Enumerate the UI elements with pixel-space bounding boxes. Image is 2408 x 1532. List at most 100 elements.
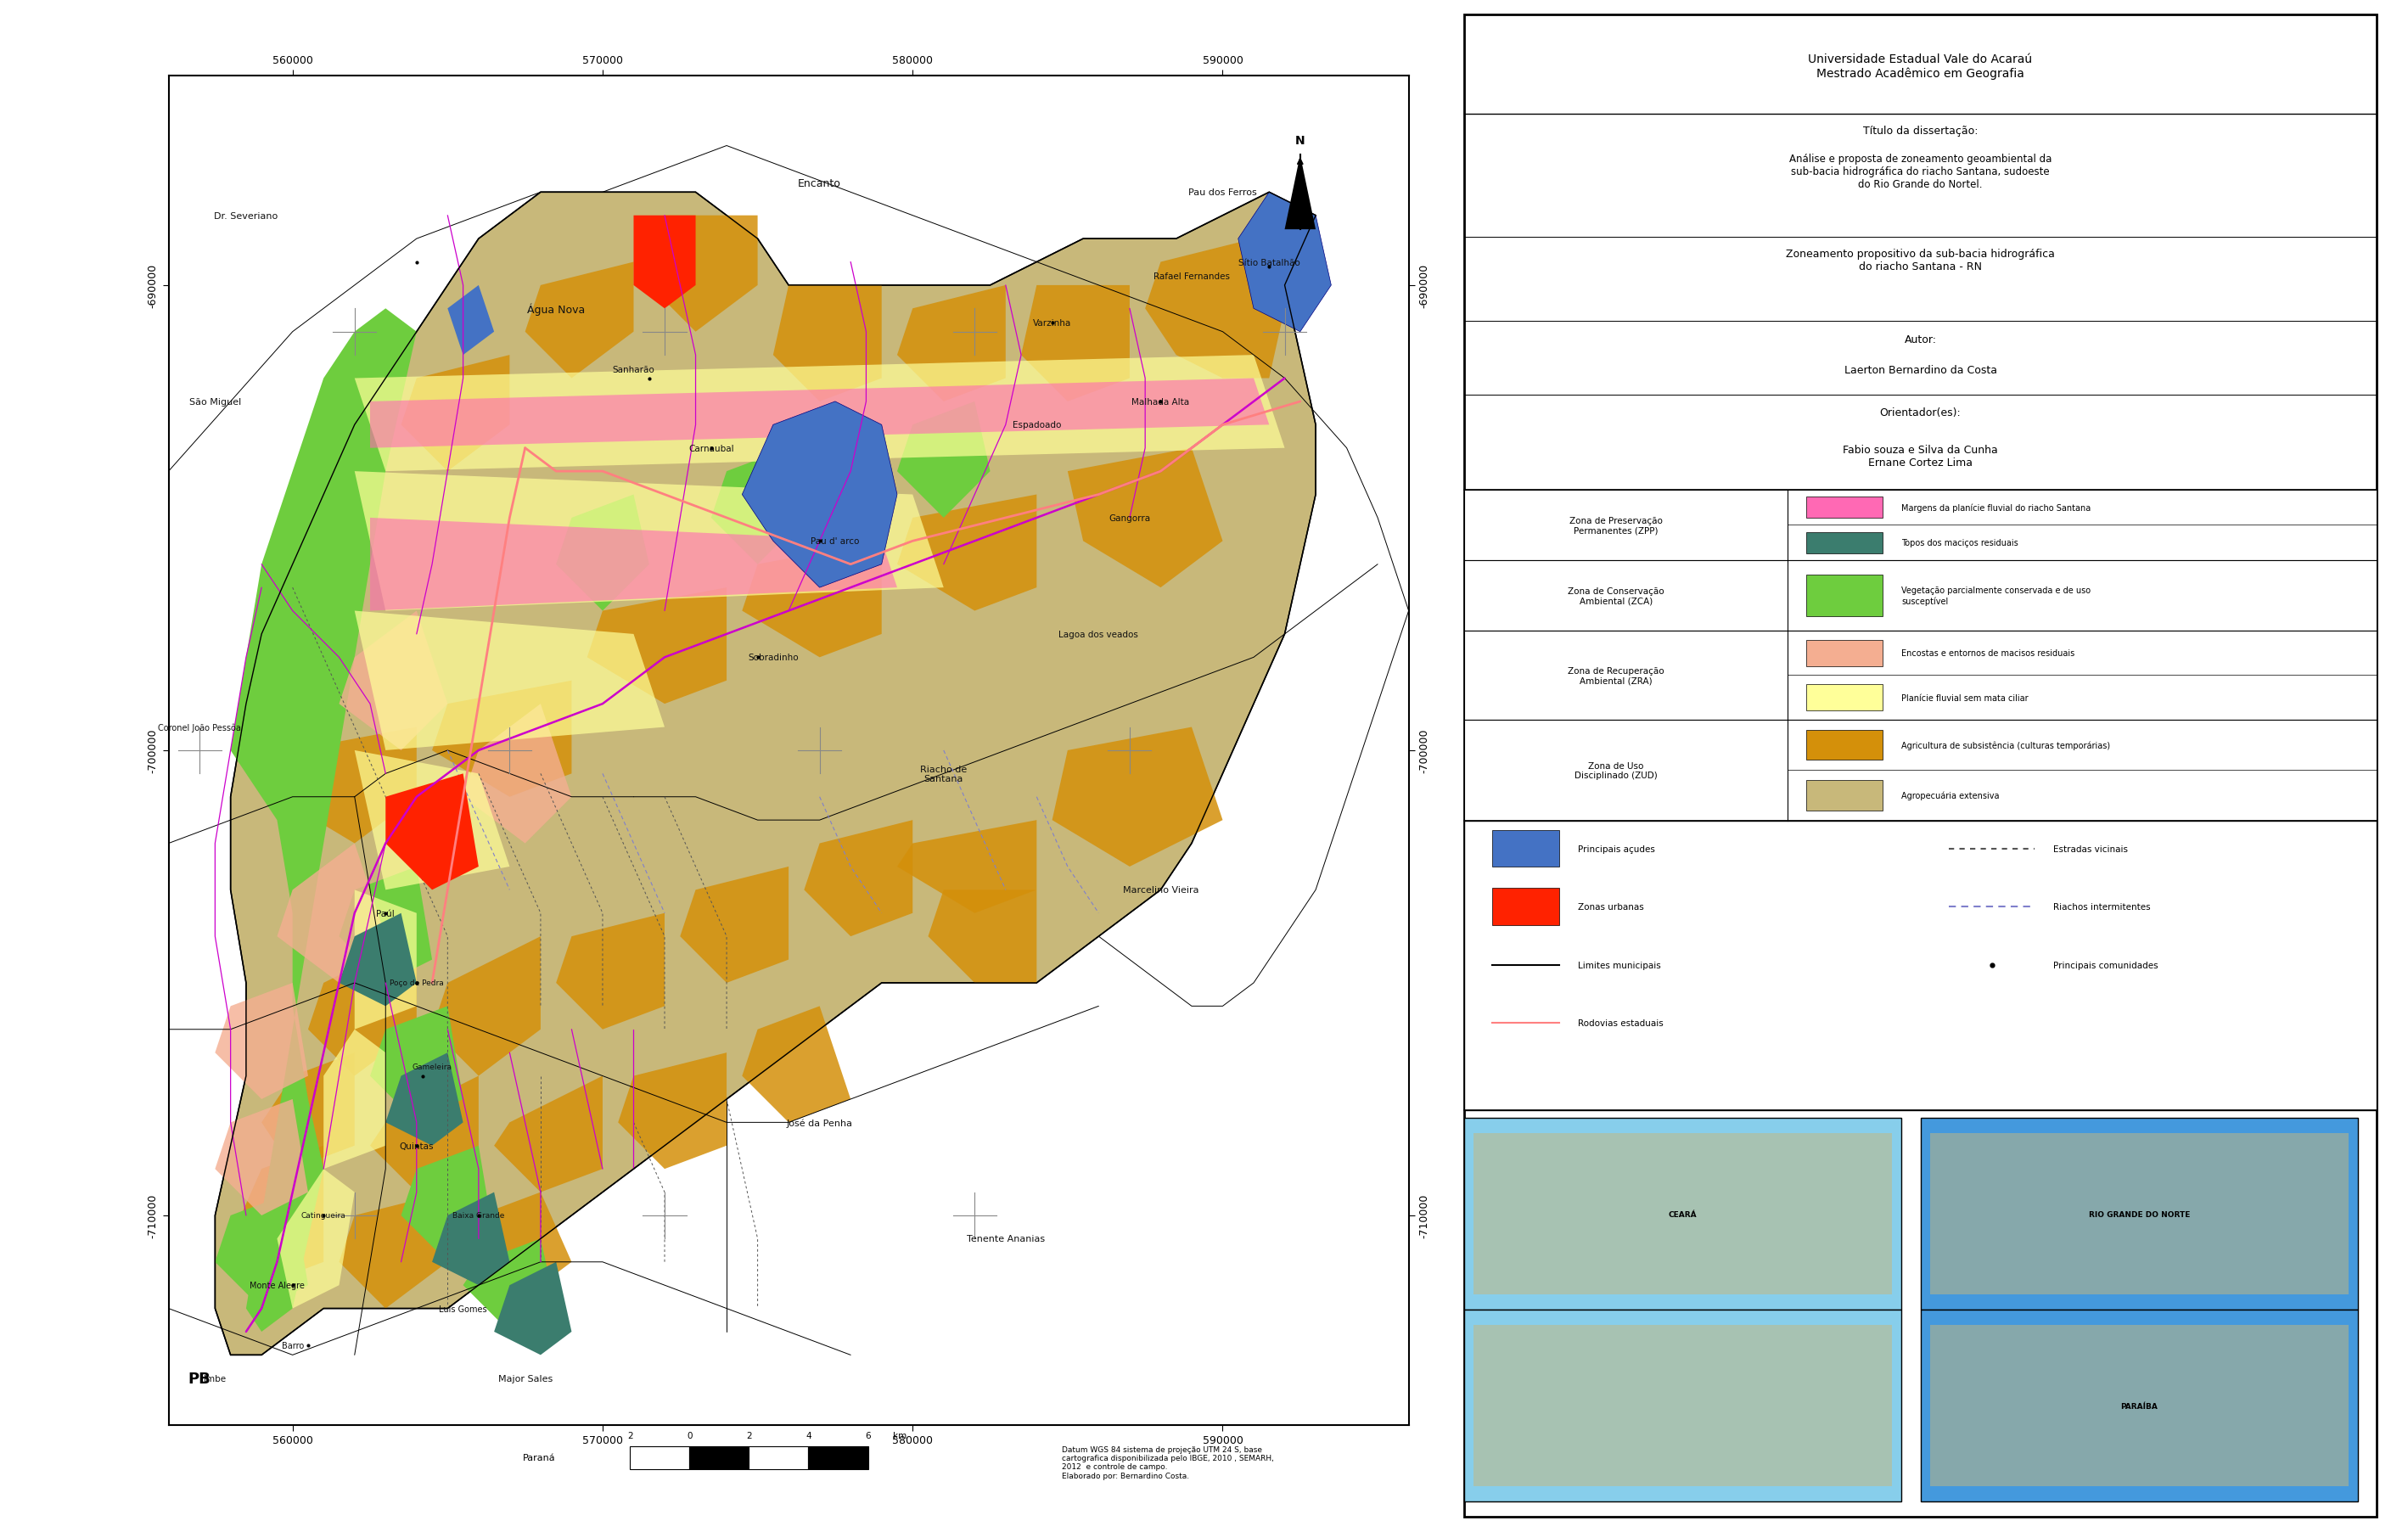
Text: Tenente Ananias: Tenente Ananias: [966, 1235, 1045, 1242]
Text: 2: 2: [626, 1431, 633, 1439]
Text: 6: 6: [864, 1431, 872, 1439]
Polygon shape: [231, 1146, 323, 1285]
Text: Autor:: Autor:: [1905, 334, 1936, 345]
Bar: [1464, 1310, 1902, 1501]
Polygon shape: [277, 1169, 354, 1308]
Polygon shape: [354, 890, 417, 1030]
Polygon shape: [371, 1007, 462, 1123]
Text: Laerton Bernardino da Costa: Laerton Bernardino da Costa: [1845, 365, 1996, 375]
Text: N: N: [1296, 135, 1305, 147]
Polygon shape: [462, 705, 571, 844]
Bar: [1806, 781, 1883, 810]
Text: Principais açudes: Principais açudes: [1577, 844, 1654, 853]
Text: Zona de Recuperação
Ambiental (ZRA): Zona de Recuperação Ambiental (ZRA): [1568, 666, 1664, 685]
Text: Vegetação parcialmente conservada e de uso
susceptível: Vegetação parcialmente conservada e de u…: [1902, 587, 2090, 605]
Text: Título da dissertação:: Título da dissertação:: [1864, 126, 1977, 136]
Polygon shape: [1286, 156, 1315, 230]
Bar: [1464, 720, 2377, 821]
Text: Estradas vicinais: Estradas vicinais: [2054, 844, 2129, 853]
Text: Luis Gomes: Luis Gomes: [438, 1304, 486, 1313]
Polygon shape: [385, 1052, 462, 1146]
Text: Espadoado: Espadoado: [1011, 421, 1062, 429]
Text: Sobradinho: Sobradinho: [749, 654, 799, 662]
Polygon shape: [277, 728, 417, 844]
Text: Riacho de
Santana: Riacho de Santana: [920, 764, 968, 783]
Bar: [1806, 685, 1883, 711]
Text: Zona de Uso
Disciplinado (ZUD): Zona de Uso Disciplinado (ZUD): [1575, 761, 1657, 780]
Polygon shape: [494, 1262, 571, 1354]
Polygon shape: [462, 1239, 556, 1331]
Text: Margens da planície fluvial do riacho Santana: Margens da planície fluvial do riacho Sa…: [1902, 504, 2090, 512]
Bar: [1474, 1325, 1893, 1486]
Bar: [1922, 1118, 2357, 1310]
Text: Carnaubal: Carnaubal: [689, 444, 734, 453]
Polygon shape: [402, 1146, 494, 1262]
Polygon shape: [262, 1052, 354, 1169]
Polygon shape: [214, 1192, 308, 1308]
Bar: [1929, 1134, 2348, 1295]
Text: Zona de Preservação
Permanentes (ZPP): Zona de Preservação Permanentes (ZPP): [1570, 516, 1662, 535]
Text: Sítio Batalhão: Sítio Batalhão: [1238, 259, 1300, 267]
Polygon shape: [898, 495, 1035, 611]
Polygon shape: [633, 216, 696, 309]
Text: Encostas e entornos de macisos residuais: Encostas e entornos de macisos residuais: [1902, 650, 2076, 657]
Bar: [1806, 574, 1883, 617]
Polygon shape: [431, 680, 571, 797]
Polygon shape: [1067, 449, 1223, 588]
Text: km: km: [893, 1431, 905, 1439]
Polygon shape: [448, 286, 494, 355]
Polygon shape: [354, 751, 510, 890]
Text: 0: 0: [686, 1431, 691, 1439]
Polygon shape: [354, 472, 944, 611]
Text: PB: PB: [188, 1371, 212, 1386]
Bar: [1464, 821, 2377, 1111]
Text: Agricultura de subsistência (culturas temporárias): Agricultura de subsistência (culturas te…: [1902, 741, 2109, 749]
Bar: [1493, 830, 1558, 867]
Text: Zoneamento propositivo da sub-bacia hidrográfica
do riacho Santana - RN: Zoneamento propositivo da sub-bacia hidr…: [1787, 248, 2054, 273]
Text: Análise e proposta de zoneamento geoambiental da
sub-bacia hidrográfica do riach: Análise e proposta de zoneamento geoambi…: [1789, 153, 2052, 190]
Bar: [1806, 731, 1883, 760]
Bar: [1464, 561, 2377, 631]
Bar: [689, 1446, 749, 1469]
Text: Paúl: Paúl: [376, 908, 395, 918]
Polygon shape: [354, 355, 1286, 472]
Text: Coronel João Pessôa: Coronel João Pessôa: [159, 723, 241, 732]
Polygon shape: [556, 913, 665, 1030]
Polygon shape: [402, 355, 510, 472]
Polygon shape: [431, 1192, 510, 1285]
Text: Catingueira: Catingueira: [301, 1212, 347, 1219]
Text: Fabio souza e Silva da Cunha
Ernane Cortez Lima: Fabio souza e Silva da Cunha Ernane Cort…: [1842, 444, 1999, 469]
Text: CEARÁ: CEARÁ: [1669, 1210, 1698, 1218]
Polygon shape: [650, 216, 759, 332]
Polygon shape: [323, 1030, 385, 1169]
Polygon shape: [742, 541, 881, 657]
Polygon shape: [385, 774, 479, 890]
Text: Topos dos maciços residuais: Topos dos maciços residuais: [1902, 539, 2018, 547]
Text: Limites municipais: Limites municipais: [1577, 961, 1662, 970]
Bar: [749, 1446, 809, 1469]
Polygon shape: [231, 309, 417, 1331]
Text: Zona de Conservação
Ambiental (ZCA): Zona de Conservação Ambiental (ZCA): [1568, 587, 1664, 605]
Polygon shape: [214, 1100, 308, 1215]
Text: Sanharão: Sanharão: [612, 365, 655, 374]
Text: São Miguel: São Miguel: [190, 398, 241, 406]
Text: Barro: Barro: [282, 1342, 303, 1350]
Text: Principais comunidades: Principais comunidades: [2054, 961, 2158, 970]
Text: Rafael Fernandes: Rafael Fernandes: [1153, 273, 1230, 280]
Polygon shape: [742, 1007, 850, 1123]
Bar: [809, 1446, 867, 1469]
Polygon shape: [1021, 286, 1129, 401]
Text: 4: 4: [807, 1431, 811, 1439]
Polygon shape: [462, 1192, 571, 1308]
Polygon shape: [371, 1075, 479, 1192]
Polygon shape: [619, 1052, 727, 1169]
Polygon shape: [431, 936, 542, 1075]
Polygon shape: [742, 401, 898, 588]
Polygon shape: [340, 1192, 448, 1308]
Text: Baixa Grande: Baixa Grande: [453, 1212, 506, 1219]
Polygon shape: [214, 984, 308, 1100]
Polygon shape: [898, 821, 1035, 913]
Text: Agropecuária extensiva: Agropecuária extensiva: [1902, 792, 1999, 800]
Polygon shape: [371, 518, 898, 611]
Bar: [1474, 1134, 1893, 1295]
